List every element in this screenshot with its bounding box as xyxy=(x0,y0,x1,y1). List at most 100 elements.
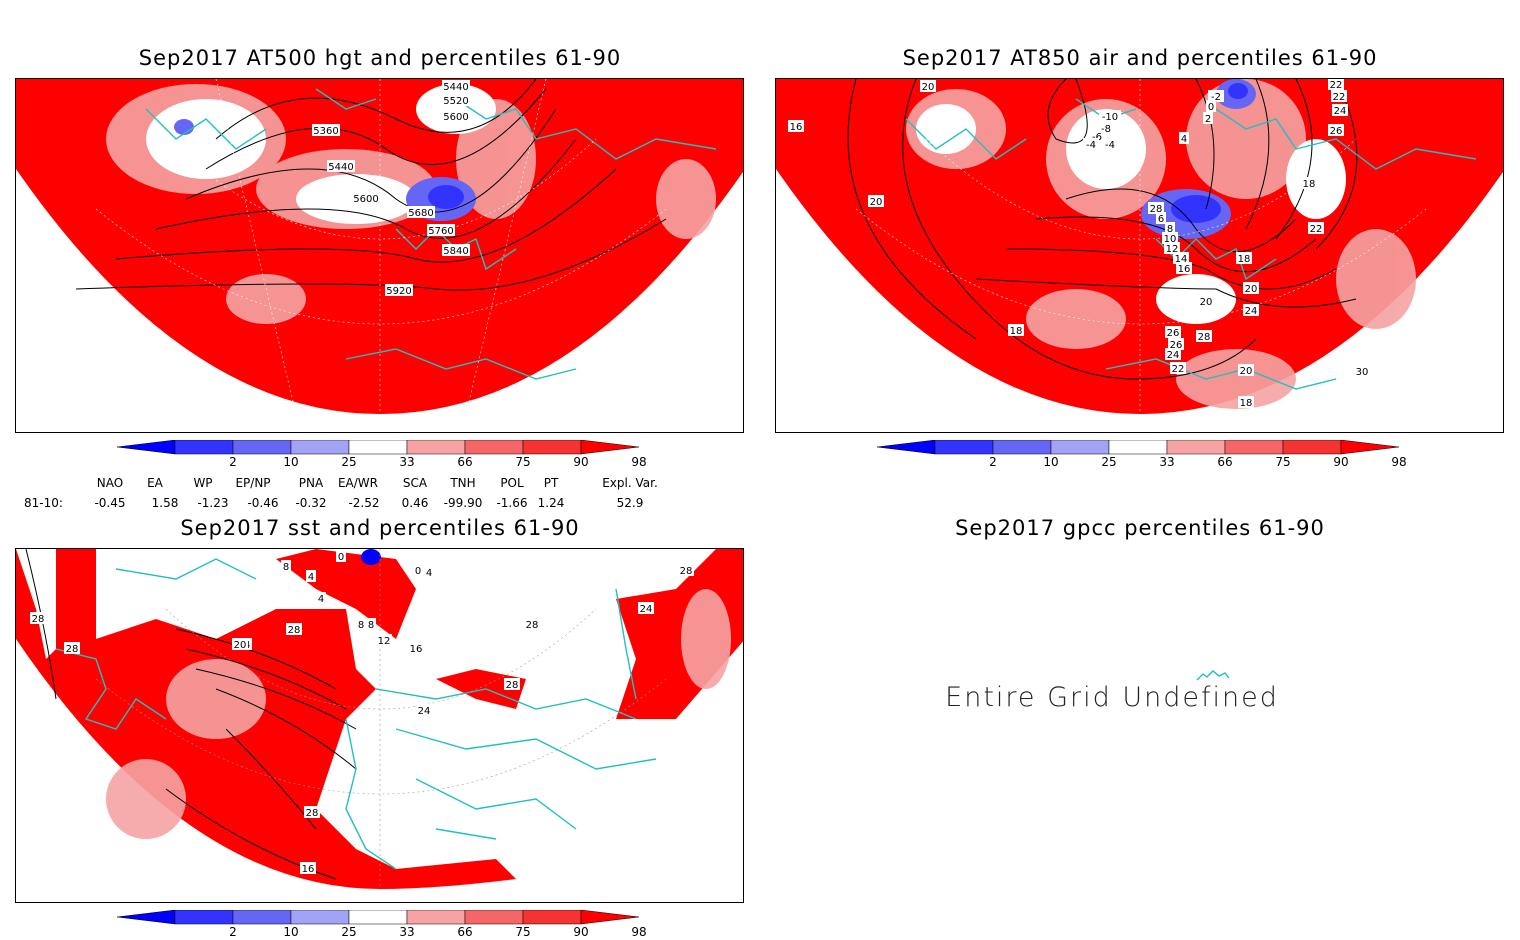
colorbar-segment xyxy=(175,910,233,924)
colorbar-tick-label: 2 xyxy=(229,455,237,469)
contour-label: 12 xyxy=(378,636,391,647)
index-header: POL xyxy=(500,476,523,490)
contour-label: 18 xyxy=(1010,326,1023,337)
contour-label: 20 xyxy=(234,640,247,651)
contour-label: 22 xyxy=(1333,92,1346,103)
colorbar-tick-label: 66 xyxy=(457,455,472,469)
colorbar-tick-label: 66 xyxy=(1217,455,1232,469)
map-air850: 18162018-10-8-6-4-4-20242222242618286810… xyxy=(776,79,1504,433)
colorbar-tick-label: 10 xyxy=(1043,455,1058,469)
colorbar-air850: 2 10 25 33 66 75 90 98 xyxy=(877,440,1403,470)
colorbar-tick-label: 25 xyxy=(341,925,356,939)
colorbar-segment xyxy=(291,910,349,924)
contour-label: 5360 xyxy=(313,126,338,137)
colorbar-segment xyxy=(465,910,523,924)
index-value: -0.32 xyxy=(295,496,326,510)
contour-label: 24 xyxy=(640,604,653,615)
contour-label: 4 xyxy=(1181,134,1187,145)
colorbar-tick-label: 75 xyxy=(515,925,530,939)
colorbar-segment xyxy=(233,440,291,454)
contour-label: 0 xyxy=(1208,102,1214,113)
contour-label: 20 xyxy=(1200,297,1213,308)
colorbar-segment xyxy=(407,910,465,924)
contour-label: 2 xyxy=(1205,114,1211,125)
contour-label: 22 xyxy=(1330,80,1343,91)
contour-label: 0 xyxy=(415,566,421,577)
colorbar-segment xyxy=(117,440,175,454)
contour-label: 8 xyxy=(368,620,374,631)
contour-label: 26 xyxy=(1167,328,1180,339)
index-header: PT xyxy=(544,476,559,490)
contour-label: 28 xyxy=(1198,332,1211,343)
index-row-label: 81-10: xyxy=(24,496,63,510)
panel-title-air850: Sep2017 AT850 air and percentiles 61-90 xyxy=(903,46,1378,70)
map-sst: 084440242888121628242816202824282828 xyxy=(16,549,744,903)
contour-label: 8 xyxy=(283,562,289,573)
contour-label: 5520 xyxy=(443,96,468,107)
colorbar-tick-label: 75 xyxy=(1275,455,1290,469)
index-header: Expl. Var. xyxy=(602,476,658,490)
contour-label: 28 xyxy=(506,680,519,691)
colorbar-tick-label: 2 xyxy=(229,925,237,939)
colorbar-segment xyxy=(349,910,407,924)
contour-label: 5440 xyxy=(328,162,353,173)
contour-label: 5600 xyxy=(443,112,468,123)
contour-label: 5840 xyxy=(443,246,468,257)
contour-label: 16 xyxy=(410,644,423,655)
contour-label: 16 xyxy=(790,122,803,133)
map-hgt500: 5440 5520 5600 5360 5440 5600 5680 5760 5840 5920 xyxy=(16,79,744,433)
panel-title-hgt500: Sep2017 AT500 hgt and percentiles 61-90 xyxy=(139,46,621,70)
contour-label: 18 xyxy=(1238,254,1251,265)
contour-label: 28 xyxy=(306,808,319,819)
map-fragment xyxy=(1195,668,1231,690)
contour-label: 5920 xyxy=(386,286,411,297)
colorbar-tick-label: 33 xyxy=(1159,455,1174,469)
contour-label: 28 xyxy=(526,620,539,631)
index-header: EA xyxy=(147,476,163,490)
index-header: EP/NP xyxy=(235,476,270,490)
colorbar-segment xyxy=(935,440,993,454)
index-value: -0.45 xyxy=(94,496,125,510)
colorbar-hgt500: 2 10 25 33 66 75 90 98 xyxy=(117,440,643,470)
map-panel-air850: 18162018-10-8-6-4-4-20242222242618286810… xyxy=(775,78,1504,433)
index-value: -99.90 xyxy=(444,496,483,510)
contour-label: 18 xyxy=(1303,179,1316,190)
colorbar-tick-label: 10 xyxy=(283,455,298,469)
index-value: 0.46 xyxy=(402,496,429,510)
contour-label: 28 xyxy=(680,566,693,577)
contour-label: 28 xyxy=(288,625,301,636)
index-value: -2.52 xyxy=(348,496,379,510)
colorbar-segment xyxy=(877,440,935,454)
contour-label: -4 xyxy=(1086,140,1096,151)
colorbar-tick-label: 2 xyxy=(989,455,997,469)
map-panel-sst: 084440242888121628242816202824282828 xyxy=(15,548,744,903)
panel-title-sst: Sep2017 sst and percentiles 61-90 xyxy=(180,516,579,540)
colorbar-sst: 2 10 25 33 66 75 90 98 xyxy=(117,910,643,940)
contour-label: 16 xyxy=(302,864,315,875)
contour-label: 4 xyxy=(308,572,314,583)
index-value: 52.9 xyxy=(617,496,644,510)
contour-label: 22 xyxy=(1310,224,1323,235)
contour-label: 30 xyxy=(1356,367,1369,378)
contour-label: 4 xyxy=(426,568,432,579)
colorbar-tick-label: 25 xyxy=(341,455,356,469)
index-value: 1.58 xyxy=(152,496,179,510)
colorbar-tick-label: 25 xyxy=(1101,455,1116,469)
colorbar-tick-label: 10 xyxy=(283,925,298,939)
contour-label: 6 xyxy=(1158,214,1164,225)
indices-value-row: 81-10: -0.45 1.58 -1.23 -0.46 -0.32 -2.52 0.46-… xyxy=(0,496,760,512)
contour-label: 20 xyxy=(1240,366,1253,377)
colorbar-segment xyxy=(581,910,639,924)
contour-label: 16 xyxy=(1178,264,1191,275)
colorbar-segment xyxy=(465,440,523,454)
colorbar-segment xyxy=(523,440,581,454)
contour-label: 5440 xyxy=(443,82,468,93)
colorbar-tick-label: 90 xyxy=(573,455,588,469)
map-panel-hgt500: 5440 5520 5600 5360 5440 5600 5680 5760 5840 5920 xyxy=(15,78,744,433)
contour-label: 24 xyxy=(1245,306,1258,317)
colorbar-segment xyxy=(117,910,175,924)
colorbar-segment xyxy=(1167,440,1225,454)
contour-label: -4 xyxy=(1105,140,1115,151)
index-header: SCA xyxy=(403,476,427,490)
colorbar-segment xyxy=(1341,440,1399,454)
